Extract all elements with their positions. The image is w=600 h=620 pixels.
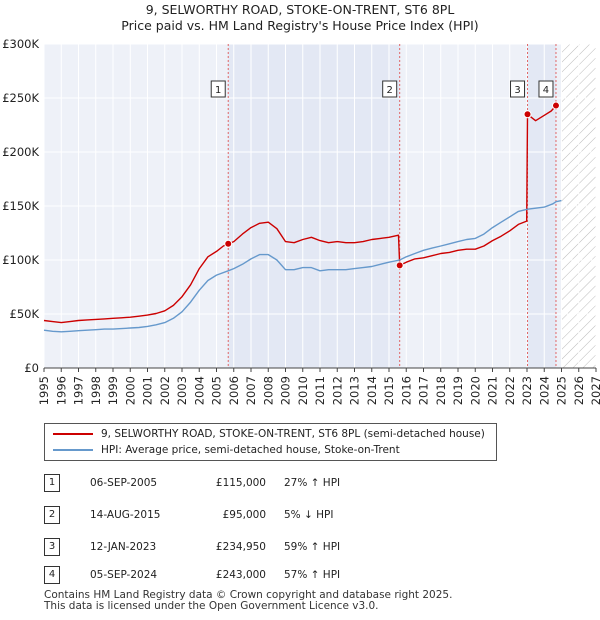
property-price-line — [43, 105, 557, 324]
x-tick-label: 2025 — [555, 376, 569, 405]
x-tick-label: 2024 — [537, 376, 551, 405]
x-tick-label: 2019 — [451, 376, 465, 405]
transaction-number: 1 — [44, 474, 60, 492]
sale-point — [551, 101, 560, 110]
x-tick-label: 2005 — [210, 376, 224, 405]
x-tick-label: 2016 — [399, 376, 413, 405]
y-tick-label: £200K — [2, 145, 39, 159]
transaction-date: 12-JAN-2023 — [90, 541, 157, 553]
x-tick-label: 2009 — [279, 376, 293, 405]
transaction-number: 4 — [44, 566, 60, 584]
x-tick-label: 2008 — [261, 376, 275, 405]
sale-point — [224, 239, 233, 248]
x-tick-label: 1997 — [72, 376, 86, 405]
x-tick-label: 2017 — [417, 376, 431, 405]
sale-marker-box — [210, 80, 226, 98]
x-tick-label: 2026 — [572, 376, 586, 405]
sale-marker-box — [382, 80, 398, 98]
legend-swatch-property — [53, 433, 93, 435]
x-tick-label: 2022 — [503, 376, 517, 405]
x-tick-label: 2012 — [330, 376, 344, 405]
transaction-price: £115,000 — [215, 477, 266, 489]
transaction-number: 3 — [44, 538, 60, 556]
x-tick-label: 2007 — [244, 376, 258, 405]
x-tick-label: 2020 — [468, 376, 482, 405]
x-tick-label: 2004 — [192, 376, 206, 405]
legend-label-hpi: HPI: Average price, semi-detached house,… — [101, 444, 400, 456]
x-tick-label: 2003 — [175, 376, 189, 405]
transaction-price: £234,950 — [215, 541, 266, 553]
transaction-row: 1 06-SEP-2005 £115,000 27% ↑ HPI — [44, 473, 444, 493]
footer-credits: Contains HM Land Registry data © Crown c… — [44, 590, 452, 612]
y-tick-label: £50K — [10, 307, 40, 321]
y-tick-label: £100K — [2, 253, 39, 267]
x-tick-label: 1995 — [37, 376, 51, 405]
legend-swatch-hpi — [53, 449, 93, 451]
transaction-number: 2 — [44, 506, 60, 524]
x-tick-label: 2027 — [589, 376, 600, 405]
transaction-hpi: 57% ↑ HPI — [284, 569, 341, 581]
sale-marker-box — [538, 80, 554, 98]
sale-point — [523, 110, 532, 119]
x-tick-label: 2002 — [158, 376, 172, 405]
y-tick-label: £0 — [24, 361, 39, 375]
transaction-hpi: 27% ↑ HPI — [284, 477, 341, 489]
footer-copyright: Contains HM Land Registry data © Crown c… — [44, 589, 453, 601]
transaction-row: 2 14-AUG-2015 £95,000 5% ↓ HPI — [44, 505, 444, 525]
transaction-price: £243,000 — [215, 569, 266, 581]
x-tick-label: 2023 — [520, 376, 534, 405]
transaction-price: £95,000 — [222, 509, 266, 521]
x-tick-label: 2018 — [434, 376, 448, 405]
sale-marker-label: 2 — [387, 85, 393, 96]
x-tick-label: 2014 — [365, 376, 379, 405]
x-tick-label: 2010 — [296, 376, 310, 405]
transaction-hpi: 59% ↑ HPI — [284, 541, 341, 553]
x-tick-label: 1998 — [89, 376, 103, 405]
x-tick-label: 2011 — [313, 376, 327, 405]
transaction-date: 06-SEP-2005 — [90, 477, 158, 489]
y-tick-label: £250K — [2, 91, 39, 105]
chart-title: 9, SELWORTHY ROAD, STOKE-ON-TRENT, ST6 8… — [145, 2, 455, 17]
transaction-row: 4 05-SEP-2024 £243,000 57% ↑ HPI — [44, 565, 444, 585]
x-tick-label: 2015 — [382, 376, 396, 405]
chart-legend: 9, SELWORTHY ROAD, STOKE-ON-TRENT, ST6 8… — [44, 423, 497, 461]
x-tick-label: 1999 — [106, 376, 120, 405]
sale-marker-label: 3 — [514, 85, 520, 96]
y-tick-label: £300K — [2, 37, 39, 51]
x-tick-label: 1996 — [54, 376, 68, 405]
price-chart: 1 2 3 4 £0 £50K £100K £150K £200K £250K £300K 1995… — [2, 37, 600, 405]
transaction-hpi: 5% ↓ HPI — [284, 509, 334, 521]
sale-marker-label: 1 — [215, 85, 221, 96]
hpi-line — [43, 199, 562, 333]
sale-point — [395, 261, 404, 270]
x-tick-label: 2006 — [227, 376, 241, 405]
footer-licence: This data is licensed under the Open Gov… — [44, 600, 379, 612]
y-tick-label: £150K — [2, 199, 39, 213]
transaction-date: 14-AUG-2015 — [90, 509, 161, 521]
chart-subtitle: Price paid vs. HM Land Registry's House … — [121, 18, 479, 33]
legend-label-property: 9, SELWORTHY ROAD, STOKE-ON-TRENT, ST6 8… — [101, 428, 485, 440]
transaction-date: 05-SEP-2024 — [90, 569, 158, 581]
x-tick-label: 2021 — [486, 376, 500, 405]
x-tick-label: 2013 — [348, 376, 362, 405]
x-tick-label: 2001 — [141, 376, 155, 405]
transaction-row: 3 12-JAN-2023 £234,950 59% ↑ HPI — [44, 537, 444, 557]
sale-marker-box — [510, 80, 526, 98]
x-tick-label: 2000 — [123, 376, 137, 405]
sale-marker-label: 4 — [543, 85, 549, 96]
